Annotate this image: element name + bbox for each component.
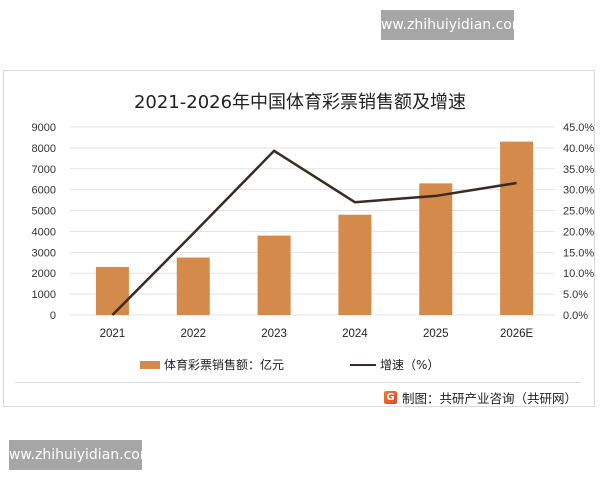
- x-tick: 2026E: [500, 328, 534, 340]
- x-tick: 2022: [180, 328, 206, 340]
- gongyan-logo-icon: G: [384, 391, 397, 404]
- x-tick: 2024: [342, 328, 368, 340]
- y-left-tick: 2000: [32, 268, 56, 280]
- y-left-tick: 7000: [32, 164, 56, 176]
- y-right-tick: 10.0%: [563, 268, 594, 280]
- y-left-tick: 1000: [32, 289, 56, 301]
- bar-2025: [419, 183, 453, 315]
- y-left-tick: 4000: [32, 226, 56, 238]
- y-right-tick: 45.0%: [563, 122, 594, 134]
- source-credit: G 制图：共研产业咨询（共研网）: [384, 388, 577, 407]
- legend-bar-swatch: [140, 360, 160, 369]
- legend-growth-label: 增速（%）: [380, 358, 440, 372]
- legend-item-sales: 体育彩票销售额：亿元: [140, 356, 284, 373]
- y-left-tick: 5000: [32, 206, 56, 218]
- y-left-tick: 0: [50, 310, 56, 322]
- y-right-tick: 15.0%: [563, 247, 594, 259]
- divider: [15, 382, 581, 383]
- y-left-tick: 8000: [32, 143, 56, 155]
- watermark-top: www.zhihuiyidian.com: [369, 10, 526, 40]
- bar-2024: [338, 214, 372, 315]
- legend-line-swatch: [350, 363, 376, 366]
- bar-2022: [176, 257, 210, 315]
- x-tick: 2023: [261, 328, 287, 340]
- chart-title: 2021-2026年中国体育彩票销售额及增速: [133, 92, 467, 113]
- chart-container: [3, 70, 595, 407]
- bar-2021: [95, 266, 129, 315]
- watermark-bottom: www.zhihuiyidian.com: [0, 440, 154, 470]
- y-right-tick: 40.0%: [563, 143, 594, 155]
- y-left-tick: 9000: [32, 122, 56, 134]
- source-text: 制图：共研产业咨询（共研网）: [402, 391, 578, 406]
- y-right-tick: 0.0%: [563, 310, 588, 322]
- y-right-tick: 35.0%: [563, 164, 594, 176]
- growth-line: [111, 149, 517, 316]
- x-tick: 2021: [100, 328, 126, 340]
- bar-2023: [257, 235, 291, 315]
- bar-2026E: [500, 141, 534, 315]
- y-left-tick: 6000: [32, 185, 56, 197]
- y-right-tick: 25.0%: [563, 206, 594, 218]
- y-right-tick: 30.0%: [563, 185, 594, 197]
- legend-item-growth: 增速（%）: [350, 356, 439, 373]
- y-left-tick: 3000: [32, 247, 56, 259]
- x-tick: 2025: [423, 328, 449, 340]
- y-right-tick: 5.0%: [563, 289, 588, 301]
- y-right-tick: 20.0%: [563, 226, 594, 238]
- legend-sales-label: 体育彩票销售额：亿元: [164, 358, 285, 372]
